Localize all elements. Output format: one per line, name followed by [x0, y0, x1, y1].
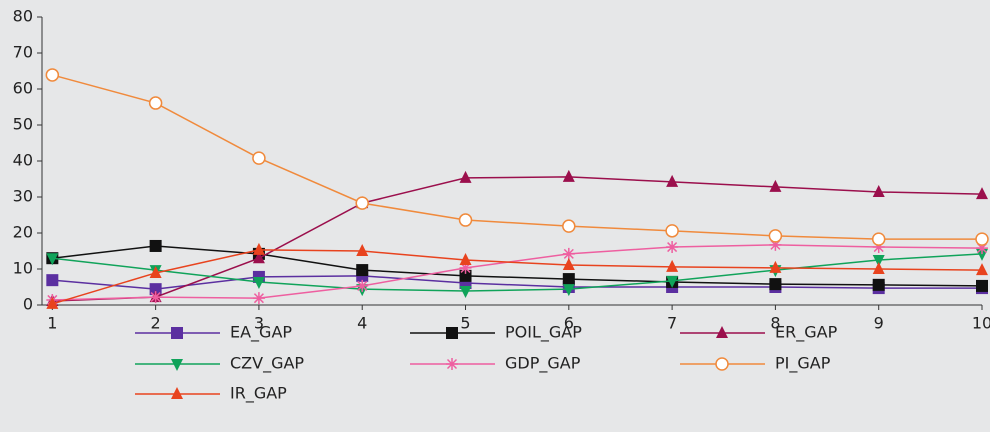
marker — [872, 184, 885, 197]
marker — [562, 169, 575, 182]
legend-marker — [171, 327, 183, 339]
x-tick-label: 6 — [564, 314, 574, 333]
x-tick-label: 3 — [254, 314, 264, 333]
legend-label: IR_GAP — [230, 384, 287, 404]
marker — [252, 151, 266, 165]
marker — [355, 196, 369, 210]
legend-label: POIL_GAP — [505, 323, 582, 343]
marker — [562, 247, 575, 260]
x-tick-label: 9 — [874, 314, 884, 333]
marker — [149, 283, 162, 296]
marker — [872, 255, 885, 267]
marker — [46, 296, 59, 309]
marker — [149, 291, 162, 304]
legend-label: GDP_GAP — [505, 354, 581, 374]
marker — [459, 253, 472, 265]
series-line — [52, 275, 982, 290]
legend-marker — [171, 359, 183, 371]
marker — [769, 238, 782, 251]
y-tick-label: 40 — [13, 151, 33, 170]
marker — [976, 279, 988, 292]
marker — [666, 259, 679, 272]
marker — [562, 273, 575, 286]
legend-label: ER_GAP — [775, 323, 838, 343]
marker — [769, 278, 782, 291]
legend-marker — [716, 326, 728, 338]
marker — [46, 274, 59, 287]
series-line — [52, 245, 983, 287]
y-tick-label: 50 — [13, 115, 33, 134]
marker — [356, 244, 369, 256]
marker — [976, 263, 988, 276]
series-line — [52, 244, 983, 301]
marker — [769, 260, 782, 273]
marker — [46, 253, 59, 266]
marker — [149, 239, 162, 252]
series-line — [52, 176, 983, 302]
y-tick-label: 70 — [13, 43, 33, 62]
marker — [45, 68, 60, 82]
marker — [562, 284, 575, 297]
series-line — [52, 249, 983, 305]
x-tick-label: 7 — [667, 314, 677, 333]
marker — [872, 241, 885, 254]
marker — [356, 279, 369, 292]
marker — [252, 276, 265, 289]
marker — [458, 213, 473, 227]
y-tick-label: 0 — [23, 295, 33, 314]
x-tick-label: 10 — [972, 314, 990, 333]
marker — [768, 229, 783, 243]
marker — [149, 265, 162, 278]
marker — [252, 292, 265, 305]
legend-label: PI_GAP — [775, 354, 831, 374]
legend-label: CZV_GAP — [230, 354, 304, 374]
marker — [666, 174, 679, 187]
y-tick-label: 10 — [13, 259, 33, 278]
legend-marker — [715, 357, 729, 371]
y-tick-label: 20 — [13, 223, 33, 242]
marker — [665, 224, 679, 238]
legend-marker — [446, 327, 458, 339]
x-tick-label: 4 — [357, 314, 367, 333]
marker — [975, 232, 989, 246]
marker — [562, 258, 575, 271]
marker — [148, 96, 163, 110]
y-tick-label: 60 — [13, 79, 33, 98]
marker — [976, 187, 988, 200]
x-tick-label: 2 — [151, 314, 161, 333]
marker — [562, 219, 576, 233]
series-line — [52, 253, 983, 292]
x-tick-label: 1 — [47, 314, 57, 333]
legend-marker — [446, 358, 458, 370]
marker — [872, 278, 885, 291]
y-tick-label: 30 — [13, 187, 33, 206]
y-tick-label: 80 — [13, 7, 33, 26]
x-tick-label: 8 — [770, 314, 780, 333]
marker — [459, 261, 472, 274]
marker — [976, 242, 988, 255]
marker — [459, 170, 472, 183]
marker — [459, 269, 472, 282]
marker — [459, 285, 472, 298]
marker — [872, 262, 885, 274]
series-line — [52, 74, 982, 240]
x-tick-label: 5 — [460, 314, 470, 333]
marker — [871, 232, 886, 246]
legend-marker — [171, 387, 183, 399]
marker — [252, 251, 265, 264]
marker — [356, 264, 369, 277]
marker — [666, 275, 679, 288]
marker — [769, 179, 782, 192]
legend-label: EA_GAP — [230, 323, 292, 343]
marker — [666, 241, 679, 254]
marker — [252, 242, 265, 255]
